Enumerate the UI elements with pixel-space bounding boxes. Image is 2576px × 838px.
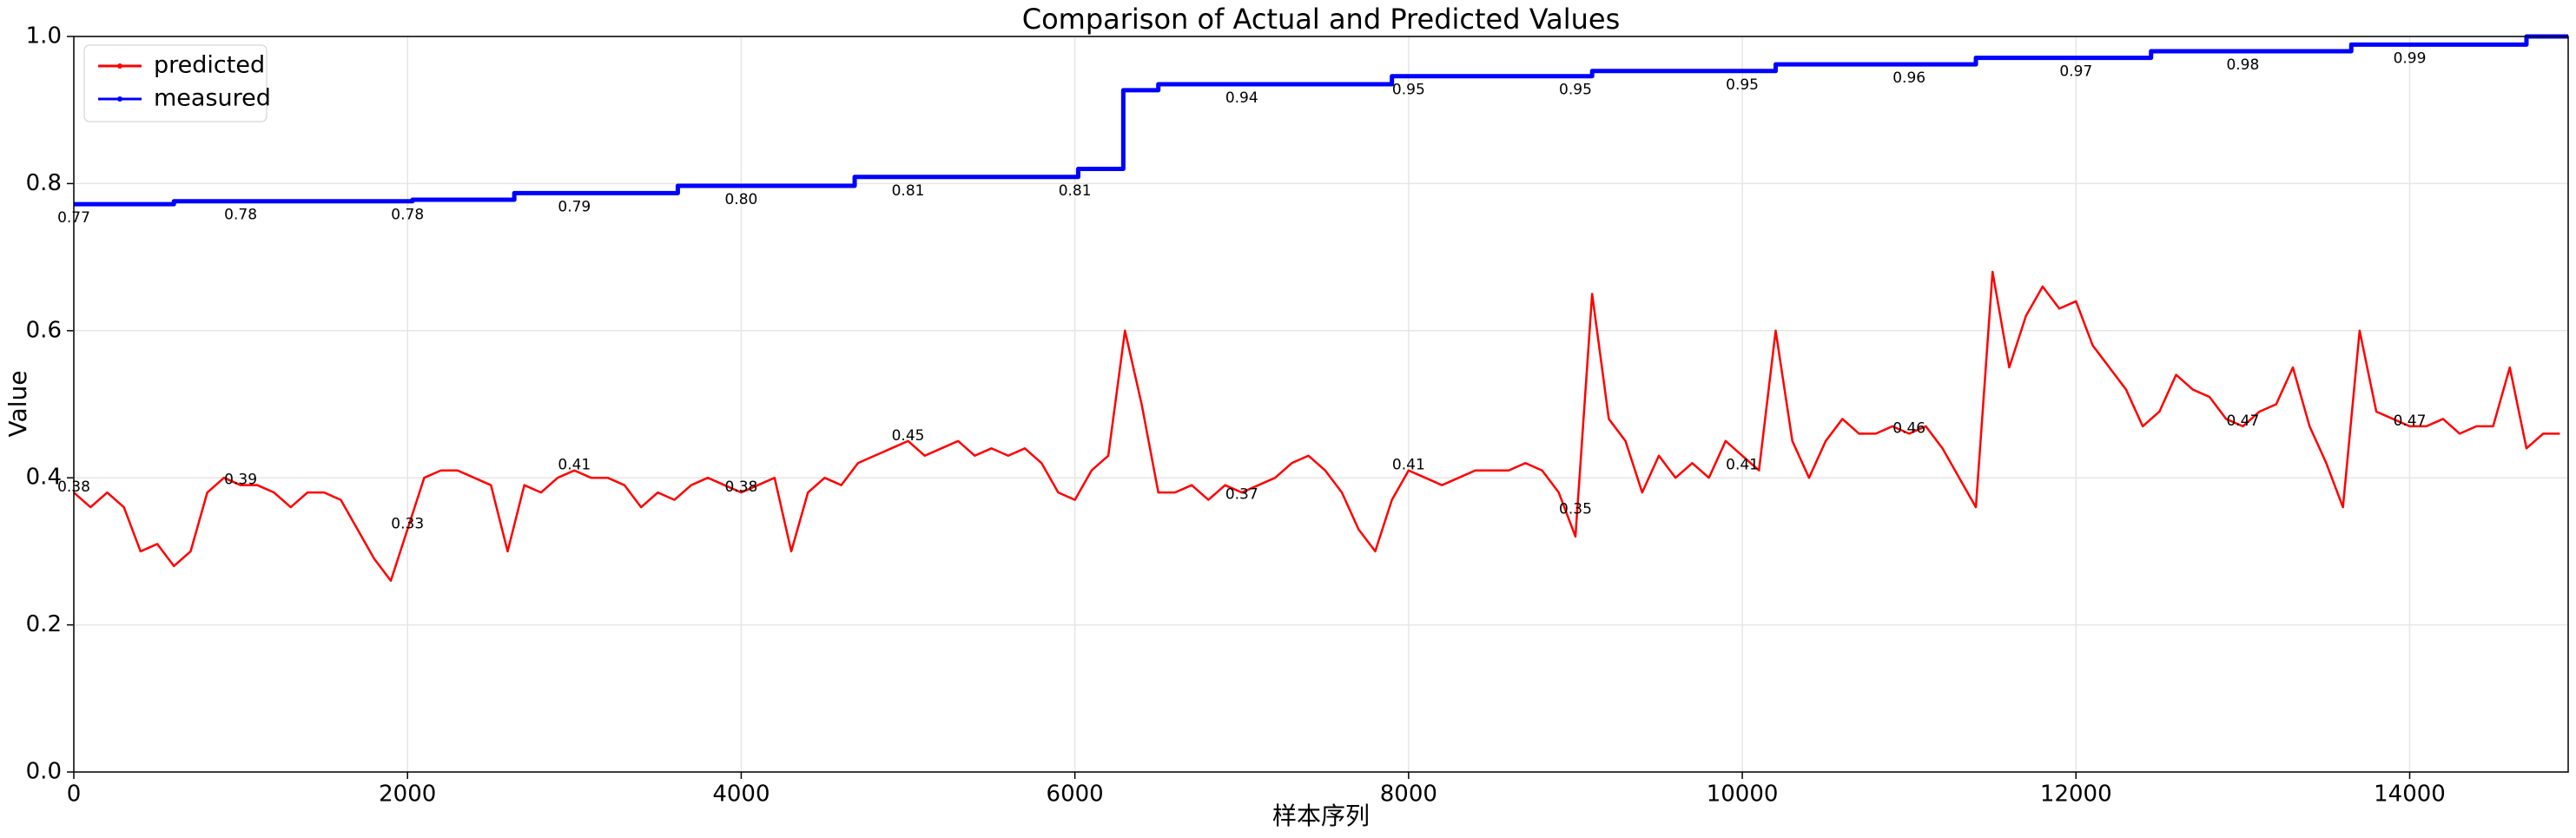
x-tick-label: 8000: [1380, 782, 1437, 808]
legend-box: [83, 44, 268, 122]
data-label: 0.78: [391, 207, 424, 224]
y-tick-label: 0.6: [26, 317, 62, 343]
y-tick-label: 0.8: [26, 170, 62, 196]
data-label: 0.81: [1059, 182, 1092, 200]
data-label: 0.95: [1726, 76, 1759, 94]
legend: predicted measured: [83, 44, 271, 122]
data-label: 0.96: [1892, 69, 1925, 87]
y-tick-label: 1.0: [26, 23, 62, 49]
x-tick-label: 2000: [379, 782, 436, 808]
data-label: 0.79: [558, 198, 591, 215]
data-label: 0.35: [1559, 501, 1592, 518]
series-line: [74, 34, 2568, 207]
y-tick-label: 0.0: [26, 759, 62, 785]
y-axis-label: Value: [3, 371, 32, 438]
legend-label: predicted: [154, 52, 265, 79]
series-line: [73, 270, 2560, 583]
x-tick-label: 12000: [2040, 782, 2112, 808]
data-label: 0.81: [892, 182, 925, 200]
data-label: 0.46: [1892, 419, 1925, 437]
legend-marker: [117, 96, 122, 102]
data-label: 0.94: [1225, 89, 1258, 107]
x-tick-label: 0: [67, 782, 82, 808]
data-label: 0.95: [1392, 82, 1425, 99]
x-tick-label: 4000: [712, 782, 769, 808]
x-tick-label: 6000: [1047, 782, 1104, 808]
y-tick-label: 0.4: [26, 465, 62, 491]
x-tick-label: 14000: [2374, 782, 2446, 808]
y-tick-label: 0.2: [26, 611, 62, 637]
data-label: 0.97: [2059, 63, 2092, 81]
x-tick-label: 10000: [1707, 782, 1779, 808]
chart-title: Comparison of Actual and Predicted Value…: [1022, 3, 1621, 36]
data-label: 0.98: [2226, 56, 2259, 74]
data-label: 0.45: [892, 427, 925, 445]
data-label: 0.41: [1726, 457, 1759, 474]
data-label: 0.41: [558, 457, 591, 474]
data-label: 0.39: [224, 472, 257, 489]
data-label: 0.95: [1559, 82, 1592, 99]
x-axis-label: 样本序列: [1272, 802, 1370, 830]
data-label: 0.41: [1392, 457, 1425, 474]
data-label: 0.33: [391, 515, 424, 532]
data-label: 0.99: [2394, 49, 2427, 67]
data-label: 0.37: [1225, 486, 1258, 504]
data-label: 0.38: [724, 478, 757, 496]
data-label: 0.80: [724, 191, 757, 208]
data-label: 0.78: [224, 207, 257, 224]
legend-marker: [117, 63, 122, 69]
data-label: 0.47: [2394, 412, 2427, 430]
legend-label: measured: [154, 85, 271, 112]
plot-frame: [73, 36, 2569, 773]
data-label: 0.47: [2226, 412, 2259, 430]
